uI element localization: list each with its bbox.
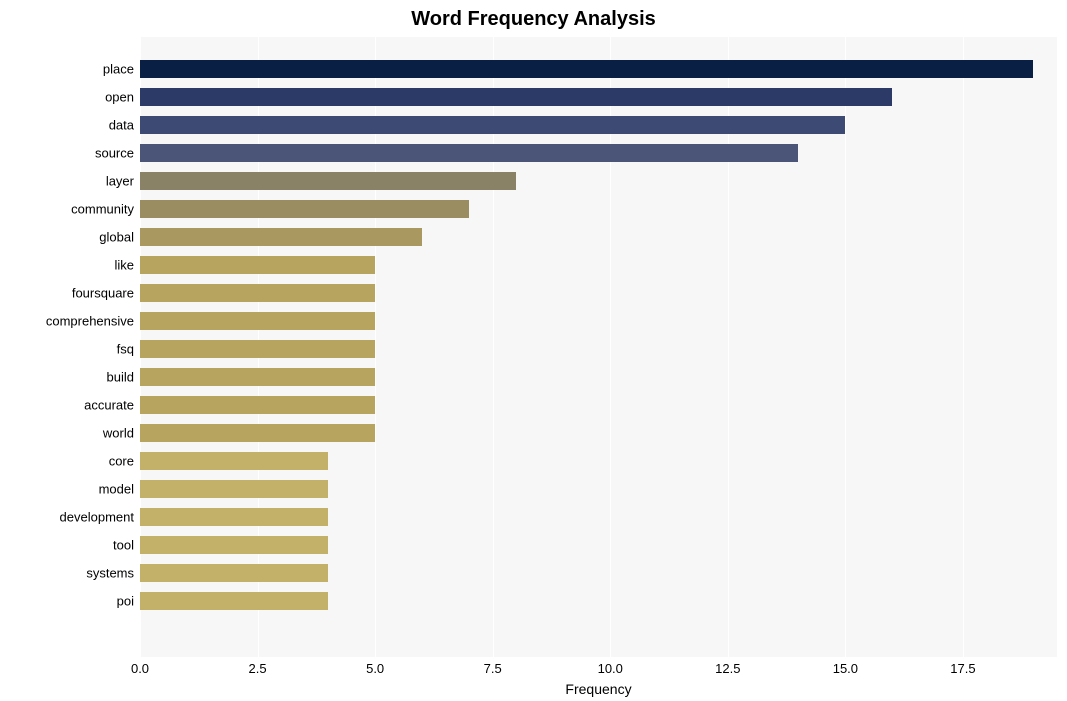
gridline: [845, 37, 846, 657]
bar: [140, 452, 328, 470]
bar: [140, 172, 516, 190]
bar: [140, 508, 328, 526]
bars-panel: [140, 37, 1057, 657]
bar: [140, 424, 375, 442]
bar: [140, 564, 328, 582]
y-tick-label: poi: [117, 594, 134, 609]
bar: [140, 228, 422, 246]
y-tick-label: core: [109, 454, 134, 469]
x-axis-label: Frequency: [565, 681, 631, 697]
x-tick-label: 10.0: [598, 661, 623, 676]
y-tick-label: data: [109, 118, 134, 133]
y-tick-label: place: [103, 62, 134, 77]
y-tick-label: fsq: [117, 342, 134, 357]
y-tick-label: development: [60, 510, 134, 525]
bar: [140, 200, 469, 218]
y-tick-label: world: [103, 426, 134, 441]
bar: [140, 256, 375, 274]
y-tick-label: systems: [86, 566, 134, 581]
chart-title: Word Frequency Analysis: [10, 8, 1057, 31]
y-tick-label: like: [114, 258, 134, 273]
x-tick-label: 2.5: [249, 661, 267, 676]
y-tick-label: accurate: [84, 398, 134, 413]
y-tick-label: comprehensive: [46, 314, 134, 329]
bar: [140, 396, 375, 414]
y-tick-label: model: [99, 482, 134, 497]
y-tick-label: open: [105, 90, 134, 105]
x-tick-label: 12.5: [715, 661, 740, 676]
bar: [140, 480, 328, 498]
x-tick-label: 15.0: [833, 661, 858, 676]
bar: [140, 536, 328, 554]
x-tick-label: 7.5: [484, 661, 502, 676]
y-tick-label: community: [71, 202, 134, 217]
word-frequency-chart: Word Frequency Analysis place open data sou…: [0, 0, 1067, 701]
y-tick-label: layer: [106, 174, 134, 189]
bar: [140, 284, 375, 302]
bar: [140, 144, 798, 162]
x-tick-label: 17.5: [950, 661, 975, 676]
plot-area: place open data source layer community global l…: [10, 37, 1057, 657]
x-tick-label: 0.0: [131, 661, 149, 676]
gridline: [963, 37, 964, 657]
y-tick-label: build: [107, 370, 134, 385]
bar: [140, 88, 892, 106]
bar: [140, 312, 375, 330]
bar: [140, 592, 328, 610]
bar: [140, 368, 375, 386]
y-tick-label: tool: [113, 538, 134, 553]
y-tick-label: global: [99, 230, 134, 245]
x-axis: Frequency 0.02.55.07.510.012.515.017.5: [140, 657, 1057, 697]
bar: [140, 60, 1033, 78]
y-tick-label: foursquare: [72, 286, 134, 301]
bar: [140, 116, 845, 134]
y-tick-label: source: [95, 146, 134, 161]
y-axis: place open data source layer community global l…: [10, 37, 140, 657]
bar: [140, 340, 375, 358]
x-tick-label: 5.0: [366, 661, 384, 676]
